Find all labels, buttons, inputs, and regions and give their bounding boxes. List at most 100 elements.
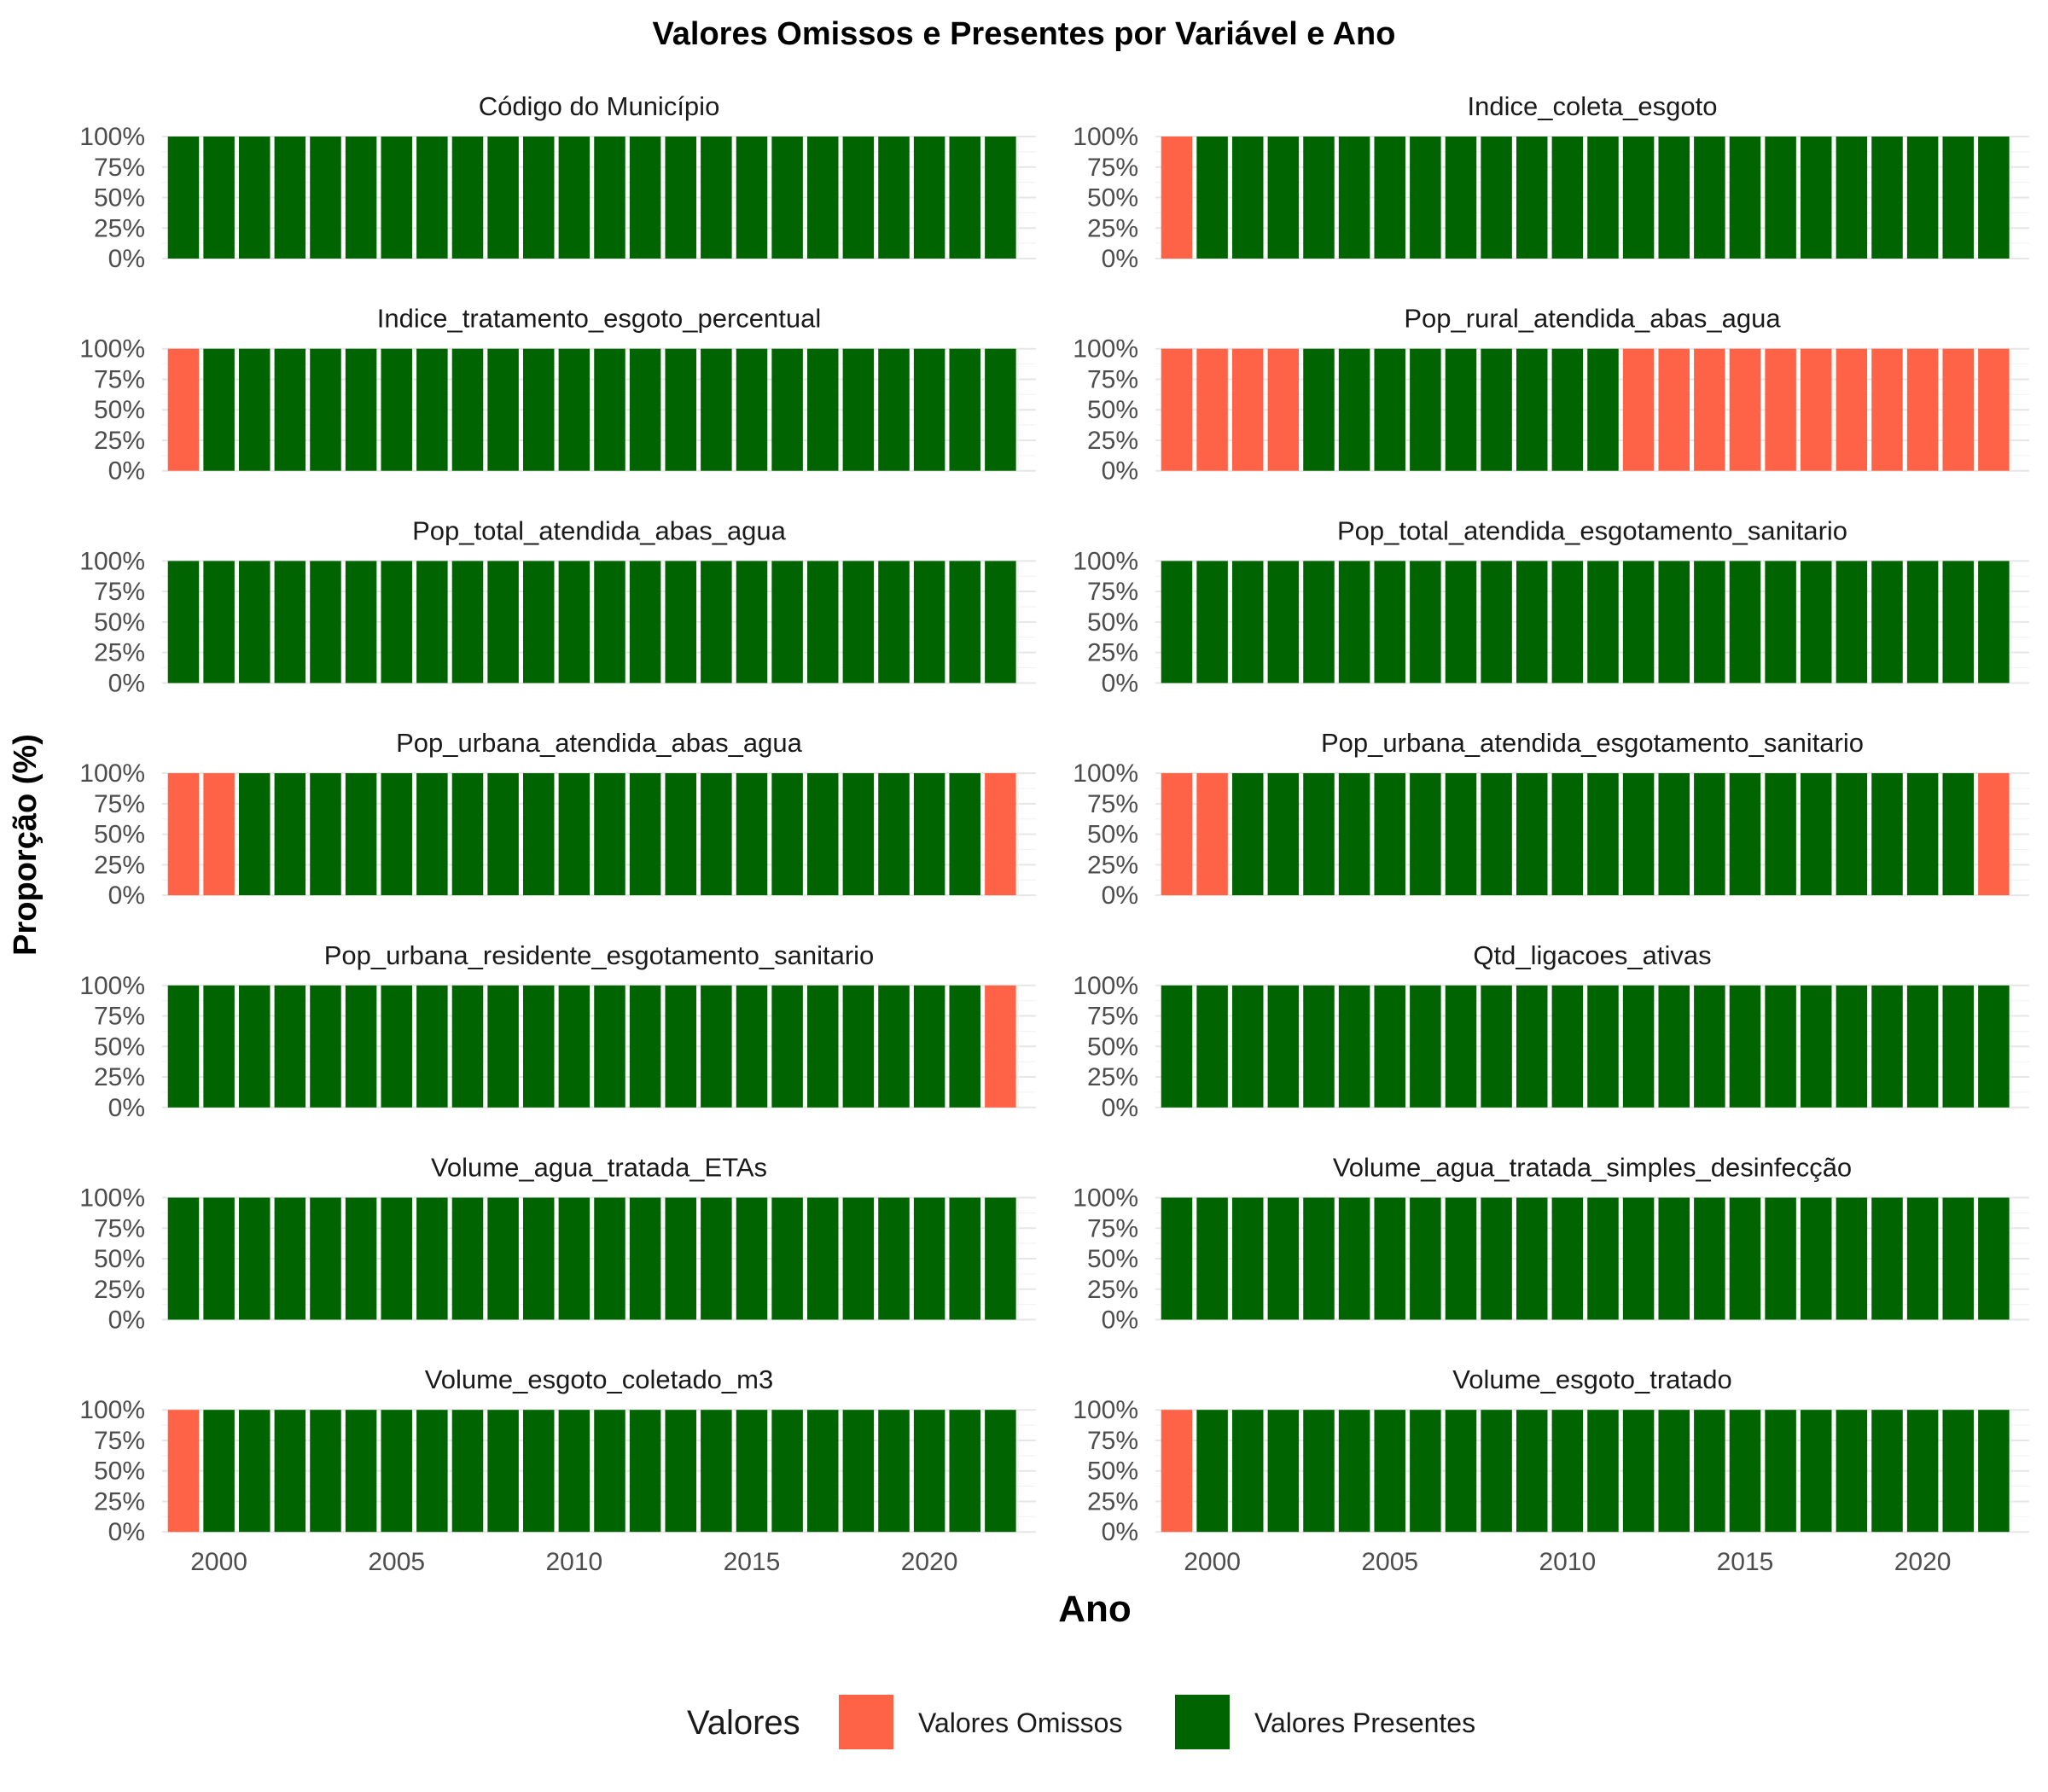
bar-present (806, 773, 839, 896)
bar-missing (167, 773, 200, 896)
bar-present (1622, 1197, 1655, 1320)
bar-present (1303, 1410, 1335, 1533)
bar-present (1516, 1410, 1548, 1533)
bar-present (1410, 348, 1441, 471)
bar-missing (1196, 348, 1228, 471)
bar-present (1836, 561, 1868, 684)
bar-present (274, 561, 306, 684)
bar-present (1267, 137, 1300, 259)
bar-present (878, 985, 910, 1108)
bar-missing (1800, 348, 1832, 471)
y-tick-label: 0% (108, 669, 145, 697)
bar-present (842, 1197, 875, 1320)
bar-present (949, 561, 980, 684)
bar-present (1729, 1197, 1761, 1320)
bar-present (1516, 561, 1548, 684)
x-tick-label: 2020 (1894, 1548, 1952, 1576)
facet-panels: Código do Município0%25%50%75%100%Indice… (79, 91, 2029, 1546)
bar-present (949, 1410, 980, 1533)
bar-present (1587, 985, 1619, 1108)
bar-present (594, 1197, 625, 1320)
bar-present (310, 773, 341, 896)
bar-present (1978, 985, 2010, 1108)
bar-present (238, 1410, 271, 1533)
bar-present (558, 985, 591, 1108)
bar-present (629, 137, 661, 259)
bar-present (842, 1410, 875, 1533)
bar-present (522, 1197, 555, 1320)
bar-present (1658, 1410, 1690, 1533)
y-axis-title: Proporção (%) (8, 734, 44, 956)
bar-present (701, 1410, 732, 1533)
bar-present (1231, 1410, 1264, 1533)
bar-present (274, 137, 306, 259)
y-tick-label: 25% (1087, 427, 1138, 455)
y-tick-label: 100% (1073, 335, 1138, 364)
bar-missing (1161, 137, 1193, 259)
bar-present (1267, 561, 1300, 684)
bar-present (629, 773, 661, 896)
bar-present (1410, 137, 1441, 259)
bar-present (1800, 561, 1832, 684)
bar-present (558, 348, 591, 471)
bar-present (1551, 561, 1584, 684)
bar-present (1551, 773, 1584, 896)
y-tick-label: 0% (1102, 1518, 1138, 1546)
bar-present (310, 561, 341, 684)
bar-present (1445, 348, 1477, 471)
y-tick-label: 75% (1087, 578, 1138, 606)
y-tick-label: 100% (1073, 759, 1138, 788)
bar-present (1871, 985, 1903, 1108)
y-tick-label: 0% (108, 245, 145, 273)
y-tick-label: 100% (79, 972, 145, 1000)
y-tick-label: 0% (108, 881, 145, 910)
x-tick-label: 2005 (1361, 1548, 1418, 1576)
bar-present (381, 1410, 412, 1533)
bar-present (1587, 1410, 1619, 1533)
bar-present (274, 1197, 306, 1320)
bar-present (1871, 1410, 1903, 1533)
bar-present (806, 137, 839, 259)
bar-missing (1161, 773, 1193, 896)
bar-present (736, 137, 768, 259)
bar-missing (1267, 348, 1300, 471)
bar-present (1658, 561, 1690, 684)
bar-present (806, 348, 839, 471)
bar-present (416, 348, 448, 471)
bar-present (451, 985, 484, 1108)
bar-present (594, 773, 625, 896)
bar-present (1942, 1197, 1974, 1320)
bar-present (1196, 1197, 1228, 1320)
bar-missing (1765, 348, 1796, 471)
legend-title: Valores (687, 1704, 800, 1742)
bar-missing (167, 1410, 200, 1533)
bar-missing (1694, 348, 1725, 471)
y-tick-label: 25% (1087, 1063, 1138, 1091)
bar-present (1303, 773, 1335, 896)
y-tick-label: 75% (94, 578, 145, 606)
bar-present (1942, 773, 1974, 896)
facet-panel: Qtd_ligacoes_ativas 0% 25%50%75% 100% (1073, 940, 2029, 1122)
y-tick-label: 0% (108, 1306, 145, 1335)
bar-present (665, 1410, 696, 1533)
bar-present (1871, 1197, 1903, 1320)
bar-present (1303, 1197, 1335, 1320)
bar-present (629, 348, 661, 471)
bar-present (1978, 137, 2010, 259)
bar-present (558, 1410, 591, 1533)
bar-present (985, 1410, 1016, 1533)
bar-present (487, 985, 519, 1108)
facet-label: Código do Município (479, 91, 720, 121)
y-tick-label: 25% (94, 851, 145, 879)
bar-present (381, 1197, 412, 1320)
facet-label: Pop_urbana_atendida_abas_agua (396, 728, 803, 758)
bar-present (451, 773, 484, 896)
bar-present (701, 985, 732, 1108)
bar-present (1516, 985, 1548, 1108)
bar-present (522, 1410, 555, 1533)
bar-present (594, 348, 625, 471)
facet-panel: Pop_urbana_atendida_esgotamento_sanitari… (1073, 728, 2029, 910)
bar-present (1694, 1410, 1725, 1533)
bar-present (949, 985, 980, 1108)
bar-present (1978, 1410, 2010, 1533)
